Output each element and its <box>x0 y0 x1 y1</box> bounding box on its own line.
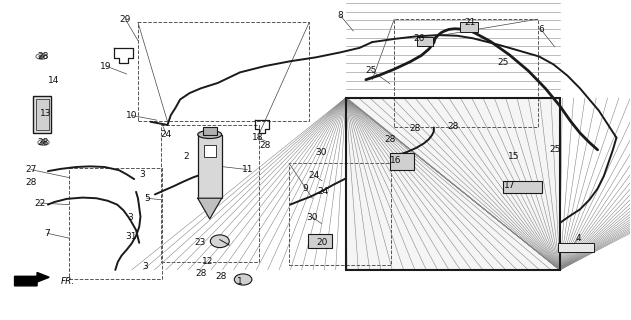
Text: 21: 21 <box>464 18 475 27</box>
Text: 28: 28 <box>38 52 49 61</box>
Bar <box>558 243 594 252</box>
Bar <box>460 22 478 32</box>
Bar <box>198 134 221 198</box>
Text: 31: 31 <box>126 232 137 241</box>
Bar <box>346 98 560 270</box>
Text: 22: 22 <box>34 198 45 207</box>
Text: 30: 30 <box>315 148 326 156</box>
Text: 6: 6 <box>538 25 544 34</box>
Text: 8: 8 <box>338 12 343 20</box>
Circle shape <box>39 55 44 58</box>
Text: 14: 14 <box>48 76 59 85</box>
Ellipse shape <box>210 235 229 248</box>
Bar <box>203 126 217 134</box>
Circle shape <box>41 141 46 144</box>
Text: 9: 9 <box>302 184 308 193</box>
Ellipse shape <box>234 274 252 285</box>
Text: 24: 24 <box>317 188 329 196</box>
Text: 17: 17 <box>504 181 515 190</box>
Text: 28: 28 <box>447 122 459 131</box>
Bar <box>138 22 309 121</box>
Bar <box>69 168 162 279</box>
Text: 19: 19 <box>100 61 112 70</box>
Text: 7: 7 <box>44 229 50 238</box>
Text: 18: 18 <box>252 133 263 142</box>
Text: 25: 25 <box>549 145 560 154</box>
Text: 28: 28 <box>384 135 396 144</box>
Text: 11: 11 <box>242 165 253 174</box>
Bar <box>308 234 332 248</box>
Text: 13: 13 <box>40 109 52 118</box>
Text: 24: 24 <box>309 171 320 180</box>
Text: 16: 16 <box>391 156 402 164</box>
Text: 1: 1 <box>237 276 243 285</box>
Bar <box>346 98 560 270</box>
Text: 23: 23 <box>194 238 206 247</box>
Text: 24: 24 <box>161 130 172 139</box>
Text: 28: 28 <box>195 268 206 278</box>
Text: 4: 4 <box>576 234 582 243</box>
Text: 3: 3 <box>143 262 148 271</box>
Bar <box>33 96 51 133</box>
Text: 28: 28 <box>259 141 271 150</box>
Text: 29: 29 <box>120 15 131 24</box>
Ellipse shape <box>198 131 221 139</box>
Bar <box>394 19 538 127</box>
Text: 12: 12 <box>201 258 213 267</box>
Text: 3: 3 <box>139 170 145 179</box>
Bar <box>418 37 433 46</box>
Bar <box>503 181 542 194</box>
Text: 20: 20 <box>316 238 327 247</box>
Bar <box>204 145 216 157</box>
Text: FR.: FR. <box>61 277 74 286</box>
Text: 28: 28 <box>25 178 37 187</box>
Text: 3: 3 <box>127 213 133 222</box>
Text: 26: 26 <box>414 34 425 43</box>
Text: 27: 27 <box>25 165 37 174</box>
Text: 25: 25 <box>497 58 509 67</box>
Text: 28: 28 <box>215 272 227 281</box>
Bar <box>390 153 414 170</box>
Text: 28: 28 <box>410 124 421 132</box>
Polygon shape <box>15 272 49 286</box>
Text: 2: 2 <box>184 152 189 161</box>
Text: 28: 28 <box>38 138 49 147</box>
Text: 10: 10 <box>126 111 138 120</box>
Text: 15: 15 <box>508 152 519 161</box>
Text: 30: 30 <box>307 213 318 222</box>
Text: 5: 5 <box>144 194 150 203</box>
Bar <box>289 163 391 265</box>
Bar <box>161 125 259 262</box>
Text: 25: 25 <box>365 66 377 75</box>
Bar <box>36 100 49 130</box>
Polygon shape <box>198 198 221 219</box>
